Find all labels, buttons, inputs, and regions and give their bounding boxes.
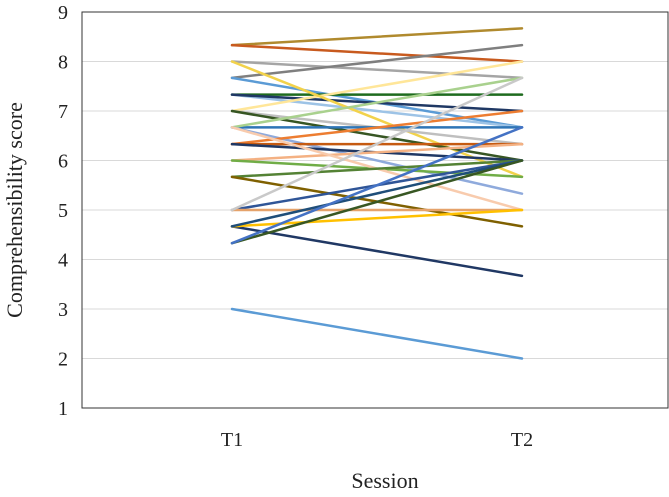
y-tick-label: 4	[58, 250, 68, 272]
series-line-14	[230, 76, 524, 129]
x-tick-label: T2	[511, 429, 533, 451]
series-line-22	[230, 159, 524, 179]
series-line-16	[230, 109, 524, 146]
y-tick-label: 6	[58, 151, 68, 173]
series-line-9	[230, 60, 524, 113]
y-tick-label: 2	[58, 349, 68, 371]
y-axis-label: Comprehensibility score	[2, 102, 27, 318]
y-tick-label: 8	[58, 52, 68, 74]
x-tick-label: T1	[221, 429, 243, 451]
series-lines	[230, 27, 524, 360]
series-line-2	[230, 43, 524, 63]
series-line-7	[230, 93, 524, 129]
series-line-27	[230, 225, 524, 278]
plot-area-frame	[81, 11, 669, 409]
series-line-32	[230, 307, 524, 360]
series-line-3	[230, 60, 524, 80]
series-line-30	[230, 159, 524, 245]
x-axis-ticks: T1 T2	[221, 429, 533, 451]
y-tick-label: 9	[58, 2, 68, 24]
series-line-4	[230, 43, 524, 80]
y-tick-label: 1	[58, 398, 68, 420]
y-tick-label: 3	[58, 299, 68, 321]
series-line-31	[230, 126, 524, 245]
series-line-1	[230, 27, 524, 47]
series-line-26	[230, 76, 524, 212]
y-tick-label: 5	[58, 200, 68, 222]
y-tick-label: 7	[58, 101, 68, 123]
series-line-29	[230, 159, 524, 228]
y-axis-ticks: 1 2 3 4 5 6 7 8 9	[58, 2, 68, 420]
x-axis-label: Session	[351, 468, 418, 493]
